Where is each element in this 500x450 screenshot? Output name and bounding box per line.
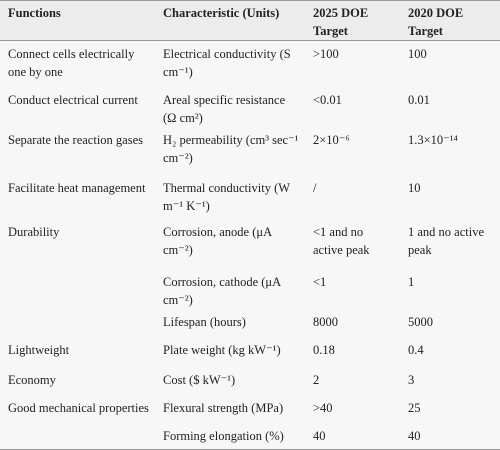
table-cell: Plate weight (kg kW⁻¹)	[155, 337, 305, 367]
table-cell	[0, 309, 155, 337]
table-cell: <1 and no active peak	[305, 219, 400, 269]
table-cell: <0.01	[305, 87, 400, 127]
table-cell: Conduct electrical current	[0, 87, 155, 127]
table-cell: 3	[400, 367, 500, 395]
table-cell: Flexural strength (MPa)	[155, 395, 305, 423]
table-cell: 10	[400, 175, 500, 219]
table-row: Facilitate heat management Thermal conduc…	[0, 175, 500, 219]
table-cell: Thermal conductivity (W m⁻¹ K⁻¹)	[155, 175, 305, 219]
table-row: Corrosion, cathode (μA cm⁻²) <1 1	[0, 269, 500, 309]
table-row: Durability Corrosion, anode (μA cm⁻²) <1 a…	[0, 219, 500, 269]
table-cell: Durability	[0, 219, 155, 269]
table-cell: Electrical conductivity (S cm⁻¹)	[155, 40, 305, 87]
table-cell: Corrosion, cathode (μA cm⁻²)	[155, 269, 305, 309]
header-cell: 2025 DOE Target	[305, 0, 400, 41]
table-cell: Lifespan (hours)	[155, 309, 305, 337]
table-row: Connect cells electrically one by one Ele…	[0, 40, 500, 87]
table-cell: >100	[305, 40, 400, 87]
table-cell: H₂ permeability (cm³ sec⁻¹ cm⁻²)	[155, 127, 305, 175]
table-cell: 0.18	[305, 337, 400, 367]
table-cell: Lightweight	[0, 337, 155, 367]
table-cell	[0, 423, 155, 450]
table-cell	[0, 269, 155, 309]
header-row: Functions Characteristic (Units) 2025 DOE …	[0, 0, 500, 41]
table-cell: Economy	[0, 367, 155, 395]
table-cell: 0.4	[400, 337, 500, 367]
table-cell: Forming elongation (%)	[155, 423, 305, 450]
table-cell: 0.01	[400, 87, 500, 127]
table-row: Lifespan (hours) 8000 5000	[0, 309, 500, 337]
table-cell: 8000	[305, 309, 400, 337]
table-cell: 1.3×10⁻¹⁴	[400, 127, 500, 175]
table-cell: Areal specific resistance (Ω cm²)	[155, 87, 305, 127]
table-cell: /	[305, 175, 400, 219]
table-row: Conduct electrical current Areal specific…	[0, 87, 500, 127]
table-cell: 100	[400, 40, 500, 87]
table-cell: Connect cells electrically one by one	[0, 40, 155, 87]
table-cell: 2	[305, 367, 400, 395]
table-cell: 25	[400, 395, 500, 423]
table-cell: 1	[400, 269, 500, 309]
table-row: Economy Cost ($ kW⁻¹) 2 3	[0, 367, 500, 395]
table-cell: Cost ($ kW⁻¹)	[155, 367, 305, 395]
table-row: Lightweight Plate weight (kg kW⁻¹) 0.18 0.4	[0, 337, 500, 367]
table-cell: 40	[305, 423, 400, 450]
table-cell: 2×10⁻⁶	[305, 127, 400, 175]
table-cell: 1 and no active peak	[400, 219, 500, 269]
table-row: Good mechanical properties Flexural stren…	[0, 395, 500, 423]
header-cell: 2020 DOE Target	[400, 0, 500, 41]
table-body: Connect cells electrically one by one Ele…	[0, 40, 500, 450]
table-cell: 5000	[400, 309, 500, 337]
table-row: Separate the reaction gases H₂ permeabili…	[0, 127, 500, 175]
table-cell: 40	[400, 423, 500, 450]
table-cell: Separate the reaction gases	[0, 127, 155, 175]
table-cell: Corrosion, anode (μA cm⁻²)	[155, 219, 305, 269]
header-cell: Characteristic (Units)	[155, 0, 305, 41]
header-cell: Functions	[0, 0, 155, 41]
table-cell: >40	[305, 395, 400, 423]
table-cell: <1	[305, 269, 400, 309]
table-row: Forming elongation (%) 40 40	[0, 423, 500, 450]
table-cell: Facilitate heat management	[0, 175, 155, 219]
table-cell: Good mechanical properties	[0, 395, 155, 423]
